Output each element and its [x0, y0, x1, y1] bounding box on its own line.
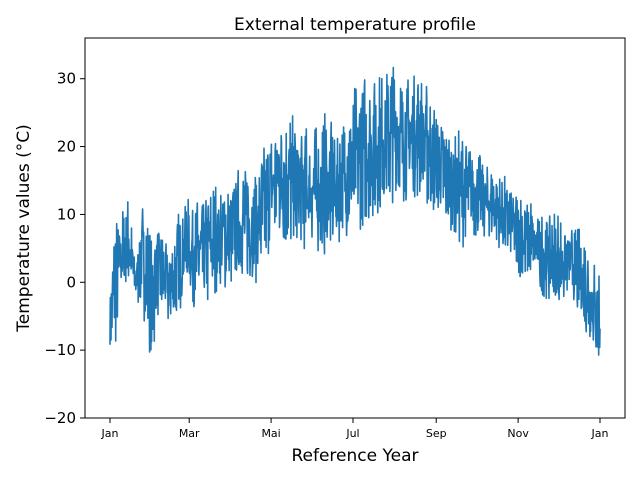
y-axis-label: Temperature values (°C) [14, 124, 34, 332]
x-tick-label: Sep [426, 427, 447, 440]
plot-frame [84, 37, 626, 419]
y-tick-label: −20 [44, 409, 76, 427]
y-tick-label: −10 [44, 341, 76, 359]
x-axis: Jan Mar Mai Jul Sep Nov Jan [101, 418, 609, 440]
series-layer [109, 66, 601, 356]
x-tick-label: Jan [101, 427, 119, 440]
x-axis-label: Reference Year [291, 446, 418, 466]
y-axis: −20 −10 0 10 20 30 [44, 70, 85, 427]
x-tick-label: Nov [507, 427, 529, 440]
temperature-series-line [109, 66, 601, 356]
chart-title: External temperature profile [234, 15, 476, 35]
x-tick-label: Mai [261, 427, 280, 440]
x-tick-label: Mar [179, 427, 200, 440]
y-tick-label: 0 [66, 273, 76, 291]
x-tick-label: Jul [345, 427, 359, 440]
y-tick-label: 30 [57, 70, 76, 88]
y-tick-label: 10 [57, 205, 76, 223]
y-tick-label: 20 [57, 138, 76, 156]
x-tick-label: Jan [591, 427, 609, 440]
